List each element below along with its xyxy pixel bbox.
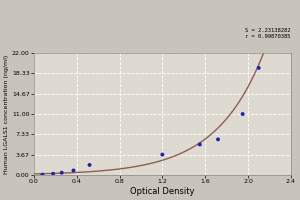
Point (197, 143, 202, 146)
Point (256, 66, 261, 70)
Point (40, 173, 45, 176)
Point (51, 172, 56, 175)
Point (240, 112, 245, 116)
Y-axis label: Human LGALS1 concentration (ng/ml): Human LGALS1 concentration (ng/ml) (4, 54, 9, 174)
Point (71, 169, 76, 172)
Point (216, 138, 220, 141)
X-axis label: Optical Density: Optical Density (130, 187, 195, 196)
Point (87, 163, 92, 167)
Point (160, 153, 165, 156)
Point (59, 171, 64, 174)
Text: S = 2.23138282
r = 0.99870385: S = 2.23138282 r = 0.99870385 (245, 28, 291, 39)
